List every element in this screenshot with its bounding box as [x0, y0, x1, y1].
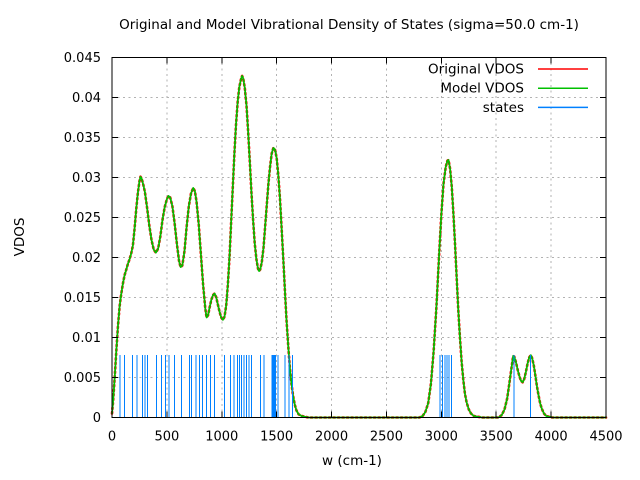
- y-tick-label: 0.035: [64, 131, 101, 146]
- x-tick-label: 2000: [315, 430, 348, 445]
- legend-label: states: [483, 100, 524, 116]
- model-vdos-curve: [111, 75, 607, 419]
- x-tick-label: 1500: [260, 430, 293, 445]
- legend: Original VDOS Model VDOS states: [428, 62, 588, 116]
- x-tick-label: 3000: [425, 430, 458, 445]
- y-tick-label: 0.03: [72, 171, 101, 186]
- x-axis-label: w (cm-1): [322, 453, 382, 469]
- axis-ticks: [111, 57, 607, 418]
- x-tick-label: 4500: [589, 430, 622, 445]
- x-tick-label: 2500: [370, 430, 403, 445]
- x-tick-label: 3500: [480, 430, 513, 445]
- y-tick-label: 0.04: [72, 91, 101, 106]
- legend-entry: states: [483, 100, 588, 116]
- legend-entry: Original VDOS: [428, 62, 588, 78]
- y-tick-label: 0.01: [72, 331, 101, 346]
- legend-entry: Model VDOS: [440, 81, 588, 97]
- x-tick-label: 500: [154, 430, 179, 445]
- plot-border: [111, 57, 607, 418]
- chart-title: Original and Model Vibrational Density o…: [119, 17, 579, 33]
- x-tick-label: 0: [108, 430, 116, 445]
- legend-label: Original VDOS: [428, 62, 524, 78]
- y-tick-label: 0.045: [64, 51, 101, 66]
- data-series: [110, 74, 608, 419]
- legend-label: Model VDOS: [440, 81, 524, 97]
- y-tick-label: 0: [93, 411, 101, 426]
- axis-tick-labels: 0 500 1000 1500 2000 2500 3000 3500 4000 4500 0 0.0…: [64, 51, 623, 445]
- y-axis-label: VDOS: [12, 218, 28, 257]
- y-tick-label: 0.005: [64, 371, 101, 386]
- x-tick-label: 1000: [205, 430, 238, 445]
- original-vdos-curve: [110, 74, 608, 419]
- plot-border-group: [111, 57, 607, 418]
- y-tick-label: 0.025: [64, 211, 101, 226]
- x-tick-label: 4000: [535, 430, 568, 445]
- y-tick-label: 0.015: [64, 291, 101, 306]
- y-tick-label: 0.02: [72, 251, 101, 266]
